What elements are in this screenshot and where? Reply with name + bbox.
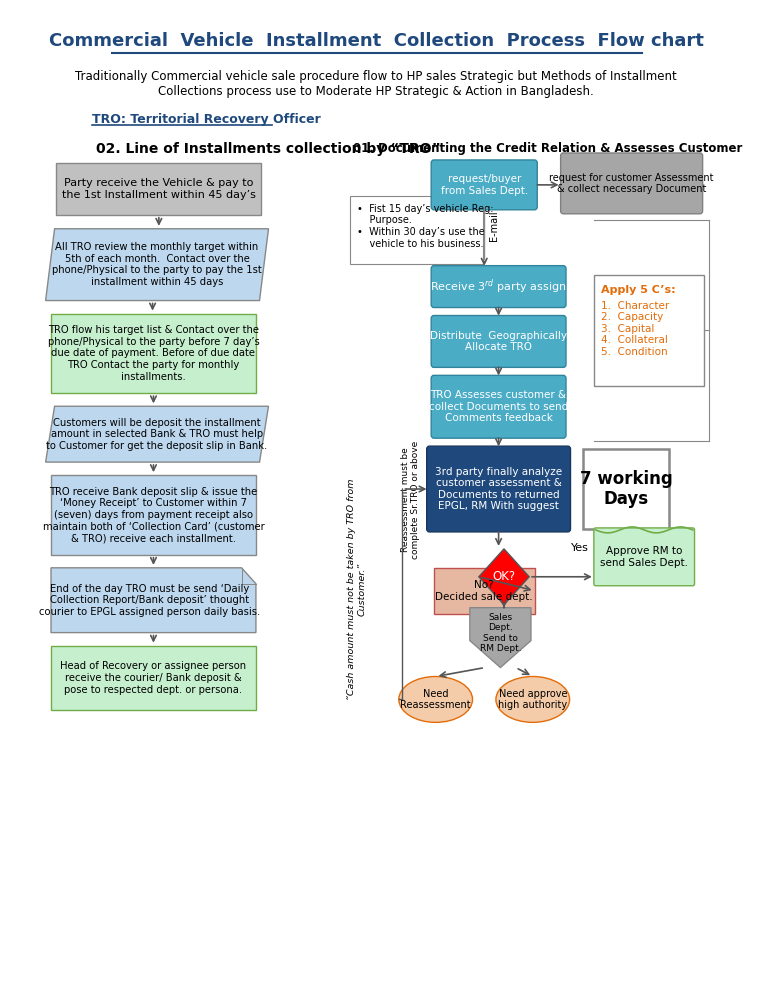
- Text: 3rd party finally analyze
customer assessment &
Documents to returned
EPGL, RM W: 3rd party finally analyze customer asses…: [435, 466, 562, 512]
- Text: 7 working
Days: 7 working Days: [580, 469, 673, 508]
- Polygon shape: [470, 607, 531, 668]
- Text: All TRO review the monthly target within
5th of each month.  Contact over the
ph: All TRO review the monthly target within…: [52, 243, 262, 287]
- Polygon shape: [478, 549, 529, 604]
- Ellipse shape: [496, 677, 570, 723]
- Text: request/buyer
from Sales Dept.: request/buyer from Sales Dept.: [441, 174, 528, 196]
- FancyBboxPatch shape: [431, 160, 538, 210]
- Bar: [51, 645, 256, 711]
- Text: Yes: Yes: [571, 543, 588, 553]
- Text: Collections process use to Moderate HP Strategic & Action in Bangladesh.: Collections process use to Moderate HP S…: [158, 84, 594, 97]
- Bar: [56, 163, 261, 215]
- Text: Reassessment must be
complete Sr.TRO or above: Reassessment must be complete Sr.TRO or …: [401, 441, 420, 559]
- FancyBboxPatch shape: [561, 153, 703, 214]
- Text: Approve RM to
send Sales Dept.: Approve RM to send Sales Dept.: [601, 546, 688, 568]
- Bar: [594, 274, 703, 387]
- Text: 01. Documenting the Credit Relation & Assesses Customer: 01. Documenting the Credit Relation & As…: [353, 142, 743, 155]
- Text: •  Fist 15 day’s vehicle Reg:
    Purpose.
•  Within 30 day’s use the
    vehicl: • Fist 15 day’s vehicle Reg: Purpose. • …: [357, 204, 494, 248]
- Text: Distribute  Geographically
Allocate TRO: Distribute Geographically Allocate TRO: [430, 331, 567, 352]
- Bar: [51, 313, 256, 394]
- Text: Sales
Dept.
Send to
RM Dept.: Sales Dept. Send to RM Dept.: [479, 612, 521, 653]
- Text: 1.  Character
2.  Capacity
3.  Capital
4.  Collateral
5.  Condition: 1. Character 2. Capacity 3. Capital 4. C…: [601, 300, 669, 357]
- Bar: [350, 196, 483, 263]
- FancyBboxPatch shape: [431, 315, 566, 368]
- Text: TRO flow his target list & Contact over the
phone/Physical to the party before 7: TRO flow his target list & Contact over …: [48, 325, 260, 382]
- FancyBboxPatch shape: [431, 265, 566, 307]
- Text: TRO receive Bank deposit slip & issue the
‘Money Receipt’ to Customer within 7
(: TRO receive Bank deposit slip & issue th…: [42, 487, 264, 543]
- Ellipse shape: [399, 677, 472, 723]
- FancyBboxPatch shape: [594, 528, 694, 585]
- Text: TRO: Territorial Recovery Officer: TRO: Territorial Recovery Officer: [92, 112, 321, 125]
- Text: Customers will be deposit the installment
amount in selected Bank & TRO must hel: Customers will be deposit the installmen…: [46, 417, 268, 450]
- Text: End of the day TRO must be send ‘Daily
Collection Report/Bank deposit’ thought
c: End of the day TRO must be send ‘Daily C…: [39, 583, 260, 617]
- Text: Traditionally Commercial vehicle sale procedure flow to HP sales Strategic but M: Traditionally Commercial vehicle sale pr…: [75, 70, 677, 83]
- Polygon shape: [45, 229, 269, 300]
- Text: “Cash amount must not be taken by TRO from
Customer.”: “Cash amount must not be taken by TRO fr…: [347, 479, 366, 701]
- Text: Apply 5 C’s:: Apply 5 C’s:: [601, 284, 676, 294]
- Bar: [583, 449, 670, 529]
- FancyBboxPatch shape: [431, 376, 566, 438]
- Polygon shape: [51, 568, 256, 632]
- Text: Head of Recovery or assignee person
receive the courier/ Bank deposit &
pose to : Head of Recovery or assignee person rece…: [61, 661, 247, 695]
- Text: Need
Reassessment: Need Reassessment: [400, 689, 471, 711]
- FancyBboxPatch shape: [427, 446, 571, 532]
- Text: Commercial  Vehicle  Installment  Collection  Process  Flow chart: Commercial Vehicle Installment Collectio…: [49, 32, 703, 51]
- Text: 02. Line of Installments collection by “TRO”: 02. Line of Installments collection by “…: [96, 142, 441, 156]
- Text: E-mail: E-mail: [489, 211, 499, 242]
- Text: OK?: OK?: [492, 571, 515, 583]
- Polygon shape: [45, 407, 269, 462]
- Text: No?
Decided sale dept.: No? Decided sale dept.: [435, 580, 533, 601]
- Text: Party receive the Vehicle & pay to
the 1st Installment within 45 day’s: Party receive the Vehicle & pay to the 1…: [62, 178, 256, 200]
- Bar: [434, 568, 535, 613]
- Bar: [51, 475, 256, 555]
- Text: request for customer Assessment
& collect necessary Document: request for customer Assessment & collec…: [549, 173, 714, 194]
- Text: Need approve
high authority: Need approve high authority: [498, 689, 568, 711]
- Text: TRO Assesses customer &
collect Documents to send
Comments feedback: TRO Assesses customer & collect Document…: [429, 391, 568, 423]
- Text: Receive 3$^{rd}$ party assign: Receive 3$^{rd}$ party assign: [430, 277, 567, 296]
